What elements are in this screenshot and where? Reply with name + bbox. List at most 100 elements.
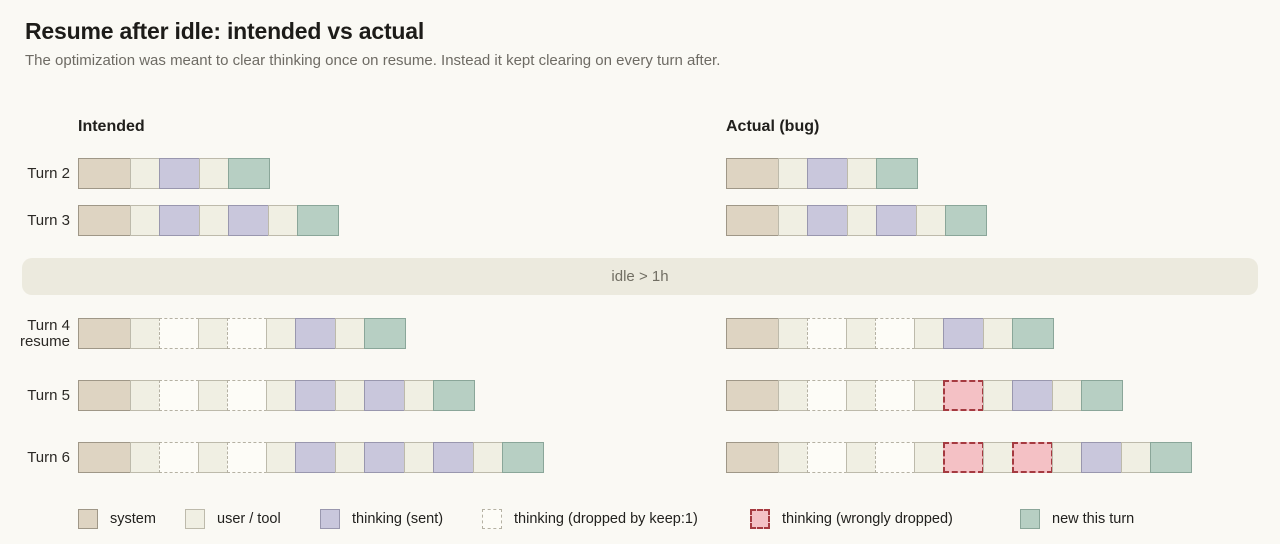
turn-label-text: Turn 6	[27, 448, 70, 466]
context-block-thk	[1081, 442, 1122, 473]
legend-label: thinking (sent)	[352, 511, 444, 527]
context-block-usr	[983, 380, 1013, 411]
context-block-usr	[847, 205, 877, 236]
legend-item-thk: thinking (sent)	[320, 509, 443, 529]
context-block-usr	[914, 380, 944, 411]
legend-item-sys: system	[78, 509, 156, 529]
context-block-new	[1081, 380, 1123, 411]
bar-turn-2-actual	[726, 158, 918, 189]
context-block-thk	[807, 158, 848, 189]
context-block-wrg	[943, 442, 984, 473]
context-block-usr	[130, 442, 160, 473]
idle-banner-text: idle > 1h	[611, 268, 669, 285]
context-block-thk	[295, 318, 336, 349]
legend-item-usr: user / tool	[185, 509, 281, 529]
context-block-thk	[228, 205, 269, 236]
turn-label-turn-4: Turn 4 resume	[0, 316, 70, 350]
context-block-thk	[1012, 380, 1053, 411]
context-block-sys	[726, 380, 779, 411]
context-block-usr	[268, 205, 298, 236]
context-block-usr	[846, 318, 876, 349]
context-block-sys	[78, 205, 131, 236]
context-block-drp	[159, 318, 199, 349]
legend-label: new this turn	[1052, 511, 1135, 527]
context-block-usr	[199, 205, 229, 236]
context-block-drp	[227, 318, 267, 349]
context-block-thk	[295, 380, 336, 411]
bar-turn-3-intended	[78, 205, 339, 236]
column-header-intended: Intended	[78, 118, 145, 135]
context-block-drp	[807, 318, 847, 349]
page-subtitle: The optimization was meant to clear thin…	[25, 52, 721, 69]
context-block-new	[364, 318, 406, 349]
bar-turn-4-actual	[726, 318, 1054, 349]
context-block-sys	[78, 442, 131, 473]
context-block-usr	[914, 318, 944, 349]
bar-turn-4-intended	[78, 318, 406, 349]
idle-banner: idle > 1h	[22, 258, 1258, 295]
context-block-usr	[914, 442, 944, 473]
context-block-usr	[916, 205, 946, 236]
context-block-new	[1150, 442, 1192, 473]
legend-label: user / tool	[217, 511, 281, 527]
context-block-drp	[807, 442, 847, 473]
context-block-new	[1012, 318, 1054, 349]
legend-swatch-usr	[185, 509, 205, 529]
context-block-usr	[404, 442, 434, 473]
context-block-usr	[266, 380, 296, 411]
context-block-usr	[846, 380, 876, 411]
context-block-usr	[778, 380, 808, 411]
context-block-usr	[983, 318, 1013, 349]
context-block-drp	[159, 442, 199, 473]
turn-label-text: Turn 3	[27, 211, 70, 229]
legend-swatch-new	[1020, 509, 1040, 529]
context-block-usr	[778, 158, 808, 189]
bar-turn-3-actual	[726, 205, 987, 236]
context-block-wrg	[943, 380, 984, 411]
context-block-drp	[159, 380, 199, 411]
context-block-thk	[943, 318, 984, 349]
bar-turn-5-actual	[726, 380, 1123, 411]
context-block-drp	[875, 442, 915, 473]
context-block-drp	[807, 380, 847, 411]
turn-label-text: Turn 4	[27, 316, 70, 334]
context-block-usr	[404, 380, 434, 411]
legend-swatch-drp	[482, 509, 502, 529]
context-block-new	[433, 380, 475, 411]
turn-label-turn-2: Turn 2	[0, 158, 70, 189]
context-block-drp	[227, 442, 267, 473]
context-block-usr	[847, 158, 877, 189]
context-block-usr	[1052, 380, 1082, 411]
legend-swatch-wrg	[750, 509, 770, 529]
context-block-sys	[78, 318, 131, 349]
context-block-new	[502, 442, 544, 473]
context-block-thk	[364, 380, 405, 411]
page-title: Resume after idle: intended vs actual	[25, 18, 425, 44]
turn-sublabel-text: resume	[19, 332, 70, 350]
context-block-drp	[875, 380, 915, 411]
column-header-actual: Actual (bug)	[726, 118, 820, 135]
legend-label: thinking (wrongly dropped)	[782, 511, 953, 527]
context-block-new	[228, 158, 270, 189]
legend-swatch-sys	[78, 509, 98, 529]
context-block-sys	[726, 442, 779, 473]
turn-label-text: Turn 2	[27, 164, 70, 182]
context-block-sys	[78, 380, 131, 411]
context-block-thk	[295, 442, 336, 473]
context-block-usr	[198, 380, 228, 411]
context-block-usr	[130, 205, 160, 236]
context-block-thk	[876, 205, 917, 236]
context-block-thk	[433, 442, 474, 473]
context-block-sys	[726, 205, 779, 236]
turn-label-turn-6: Turn 6	[0, 442, 70, 473]
bar-turn-2-intended	[78, 158, 270, 189]
context-block-usr	[1052, 442, 1082, 473]
context-block-usr	[266, 318, 296, 349]
context-block-usr	[778, 442, 808, 473]
context-block-usr	[1121, 442, 1151, 473]
context-block-sys	[78, 158, 131, 189]
context-block-usr	[130, 380, 160, 411]
context-block-usr	[130, 158, 160, 189]
bar-turn-6-intended	[78, 442, 544, 473]
